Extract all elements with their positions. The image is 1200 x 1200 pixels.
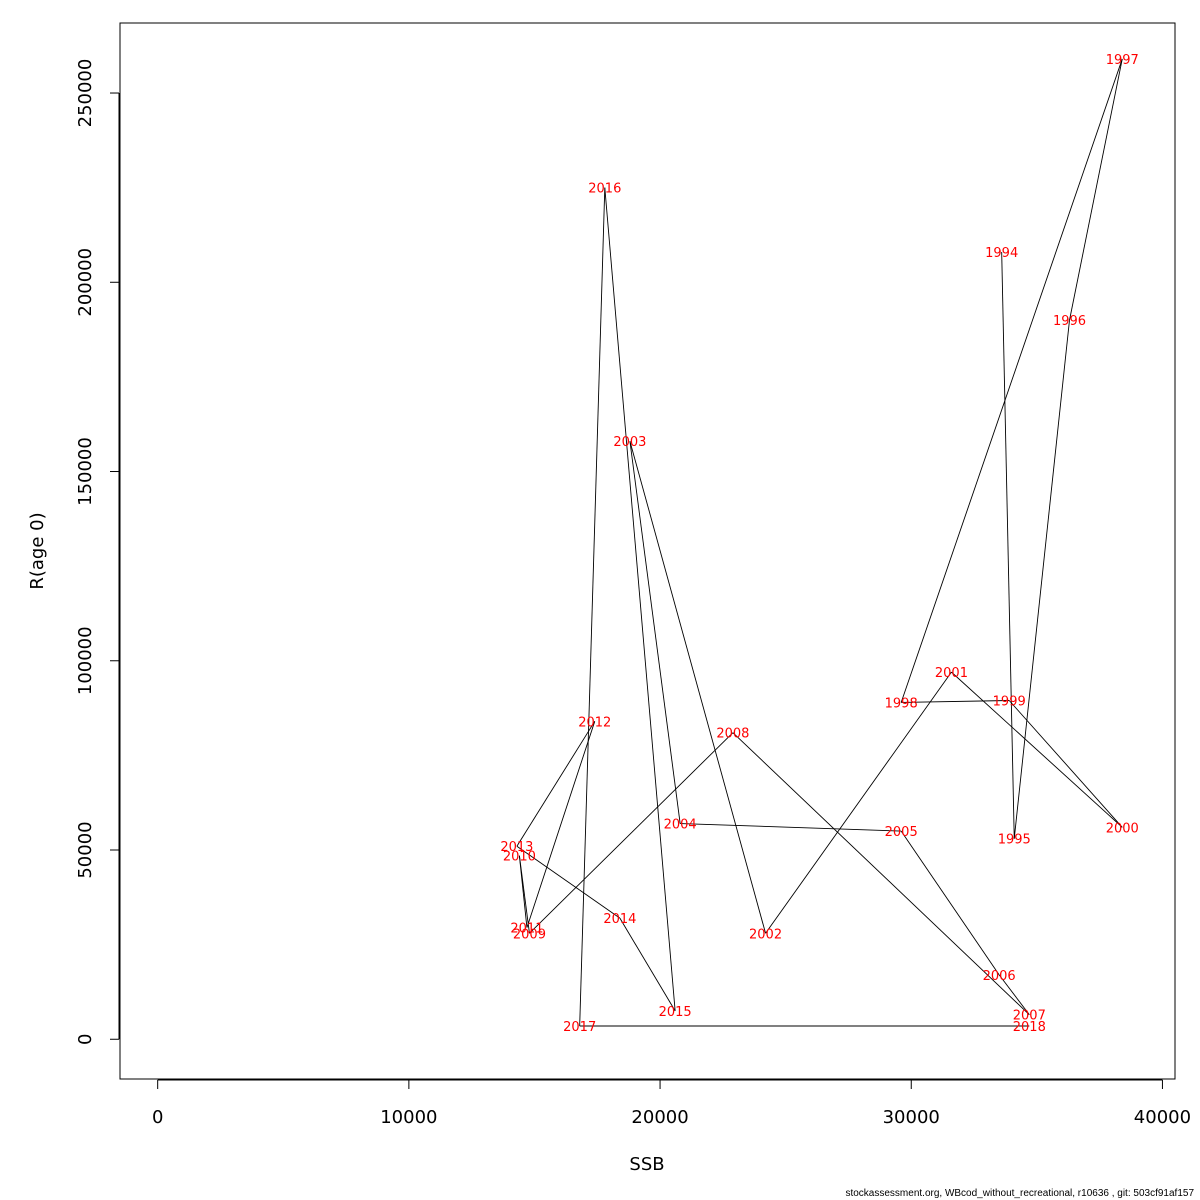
trajectory-segment-2008-2009 xyxy=(529,732,734,934)
y-tick-label: 0 xyxy=(75,1034,96,1045)
year-label-2001: 2001 xyxy=(935,666,968,681)
year-label-1998: 1998 xyxy=(885,696,918,711)
year-label-2006: 2006 xyxy=(983,969,1016,984)
trajectory-segment-2011-2012 xyxy=(526,721,596,928)
trajectory-segment-2010-2011 xyxy=(518,855,528,928)
year-label-2007: 2007 xyxy=(1013,1009,1046,1024)
y-tick-label: 250000 xyxy=(75,59,96,128)
year-label-1999: 1999 xyxy=(993,695,1026,710)
trajectory-segment-2012-2013 xyxy=(516,721,596,847)
year-label-2002: 2002 xyxy=(749,927,782,942)
trajectory-segment-1994-1995 xyxy=(1001,251,1015,839)
x-tick-label: 0 xyxy=(152,1107,163,1128)
year-label-2013: 2013 xyxy=(500,840,533,855)
year-label-1996: 1996 xyxy=(1053,314,1086,329)
trajectory-segment-2006-2007 xyxy=(998,974,1030,1015)
y-tick-label: 150000 xyxy=(75,437,96,506)
y-tick-label: 200000 xyxy=(75,248,96,317)
year-label-2018: 2018 xyxy=(1013,1020,1046,1035)
year-label-1997: 1997 xyxy=(1106,53,1139,68)
plot-frame xyxy=(119,22,1176,1080)
trajectory-segment-2007-2008 xyxy=(732,732,1030,1015)
y-tick-label: 100000 xyxy=(75,626,96,695)
trajectory-segment-2015-2016 xyxy=(604,187,676,1011)
trajectory-segment-1995-1996 xyxy=(1013,320,1070,839)
x-axis: 0 10000 20000 30000 40000 xyxy=(152,1079,1191,1128)
year-label-2015: 2015 xyxy=(659,1005,692,1020)
footer-credit: stockassessment.org, WBcod_without_recre… xyxy=(845,1188,1194,1199)
trajectory-segment-2013-2014 xyxy=(516,845,621,919)
trajectory-segment-2003-2004 xyxy=(629,441,681,824)
y-axis: 0 50000 100000 150000 200000 250000 xyxy=(75,59,120,1045)
year-label-2017: 2017 xyxy=(563,1020,596,1035)
year-label-2010: 2010 xyxy=(503,850,536,865)
year-label-2003: 2003 xyxy=(613,435,646,450)
trajectory-segment-1999-2000 xyxy=(1008,700,1123,828)
year-labels: 1994 1995 1996 1997 1998 1999 2000 2001 2002 2003… xyxy=(500,53,1138,1035)
trajectory-segment-2001-2002 xyxy=(765,671,952,934)
y-tick-label: 50000 xyxy=(75,821,96,878)
x-tick-label: 10000 xyxy=(380,1107,437,1128)
trajectory-segment-2014-2015 xyxy=(619,917,676,1012)
year-label-2012: 2012 xyxy=(578,715,611,730)
recruitment-trajectory xyxy=(516,58,1123,1027)
x-axis-title: SSB xyxy=(629,1154,664,1175)
trajectory-segment-1997-1998 xyxy=(900,58,1123,703)
x-tick-label: 30000 xyxy=(883,1107,940,1128)
year-label-2011: 2011 xyxy=(510,922,543,937)
trajectory-segment-1996-1997 xyxy=(1069,58,1123,321)
year-label-2004: 2004 xyxy=(664,818,697,833)
trajectory-segment-1998-1999 xyxy=(901,700,1010,703)
trajectory-segment-2002-2003 xyxy=(629,441,766,934)
year-label-1994: 1994 xyxy=(985,246,1018,261)
year-label-2000: 2000 xyxy=(1106,821,1139,836)
year-label-2008: 2008 xyxy=(716,727,749,742)
year-label-2005: 2005 xyxy=(885,825,918,840)
y-axis-title: R(age 0) xyxy=(27,512,48,589)
trajectory-segment-2016-2017 xyxy=(579,187,606,1027)
year-label-1995: 1995 xyxy=(998,833,1031,848)
year-label-2016: 2016 xyxy=(588,182,621,197)
trajectory-segment-2004-2005 xyxy=(680,823,902,832)
x-tick-label: 40000 xyxy=(1134,1107,1191,1128)
trajectory-segment-2005-2006 xyxy=(900,830,1000,976)
year-label-2009: 2009 xyxy=(513,927,546,942)
year-label-2014: 2014 xyxy=(603,912,636,927)
x-tick-label: 20000 xyxy=(631,1107,688,1128)
trajectory-segment-2000-2001 xyxy=(951,671,1123,828)
